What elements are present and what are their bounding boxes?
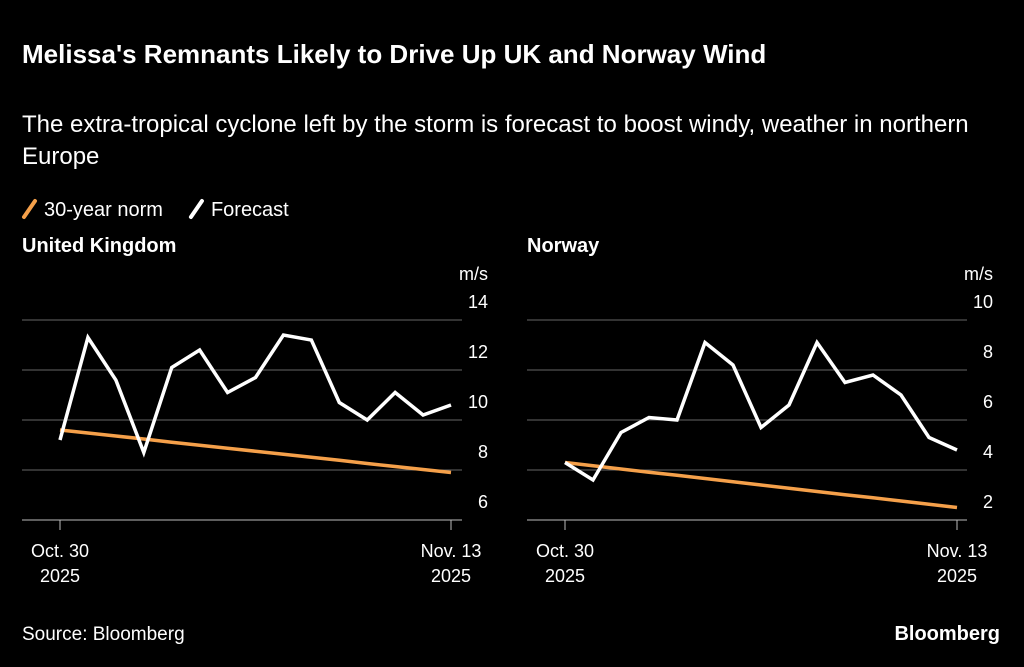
y-tick-label: 8	[478, 442, 488, 462]
y-tick-label: 8	[983, 342, 993, 362]
legend-label: 30-year norm	[44, 199, 163, 221]
y-tick-label: 4	[983, 442, 993, 462]
x-tick-label: Oct. 30 2025	[31, 541, 89, 586]
y-tick-label: 14	[468, 292, 488, 312]
legend-icon	[22, 199, 37, 219]
x-tick-label: Nov. 13 2025	[927, 541, 988, 586]
x-tick-label: Oct. 30 2025	[536, 541, 594, 586]
y-tick-label: 6	[478, 492, 488, 512]
source: Source: Bloomberg	[22, 624, 185, 645]
series-line	[564, 460, 958, 510]
panel-title: Norway	[527, 235, 600, 257]
title: Melissa's Remnants Likely to Drive Up UK…	[22, 39, 766, 69]
legend-label: Forecast	[211, 199, 289, 221]
series-line	[58, 333, 452, 458]
y-tick-label: 2	[983, 492, 993, 512]
brand: Bloomberg	[894, 623, 1000, 645]
y-tick-label: 12	[468, 342, 488, 362]
x-tick-label: Nov. 13 2025	[421, 541, 482, 586]
y-tick-label: 10	[468, 392, 488, 412]
y-tick-label: 6	[983, 392, 993, 412]
y-unit: m/s	[964, 264, 993, 284]
panel-title: United Kingdom	[22, 235, 176, 257]
y-unit: m/s	[459, 264, 488, 284]
y-tick-label: 10	[973, 292, 993, 312]
series-line	[59, 428, 452, 475]
subtitle: The extra-tropical cyclone left by the s…	[22, 111, 969, 138]
legend-icon	[188, 199, 204, 219]
series-line	[564, 338, 958, 483]
subtitle-line-2: Europe	[22, 143, 99, 170]
